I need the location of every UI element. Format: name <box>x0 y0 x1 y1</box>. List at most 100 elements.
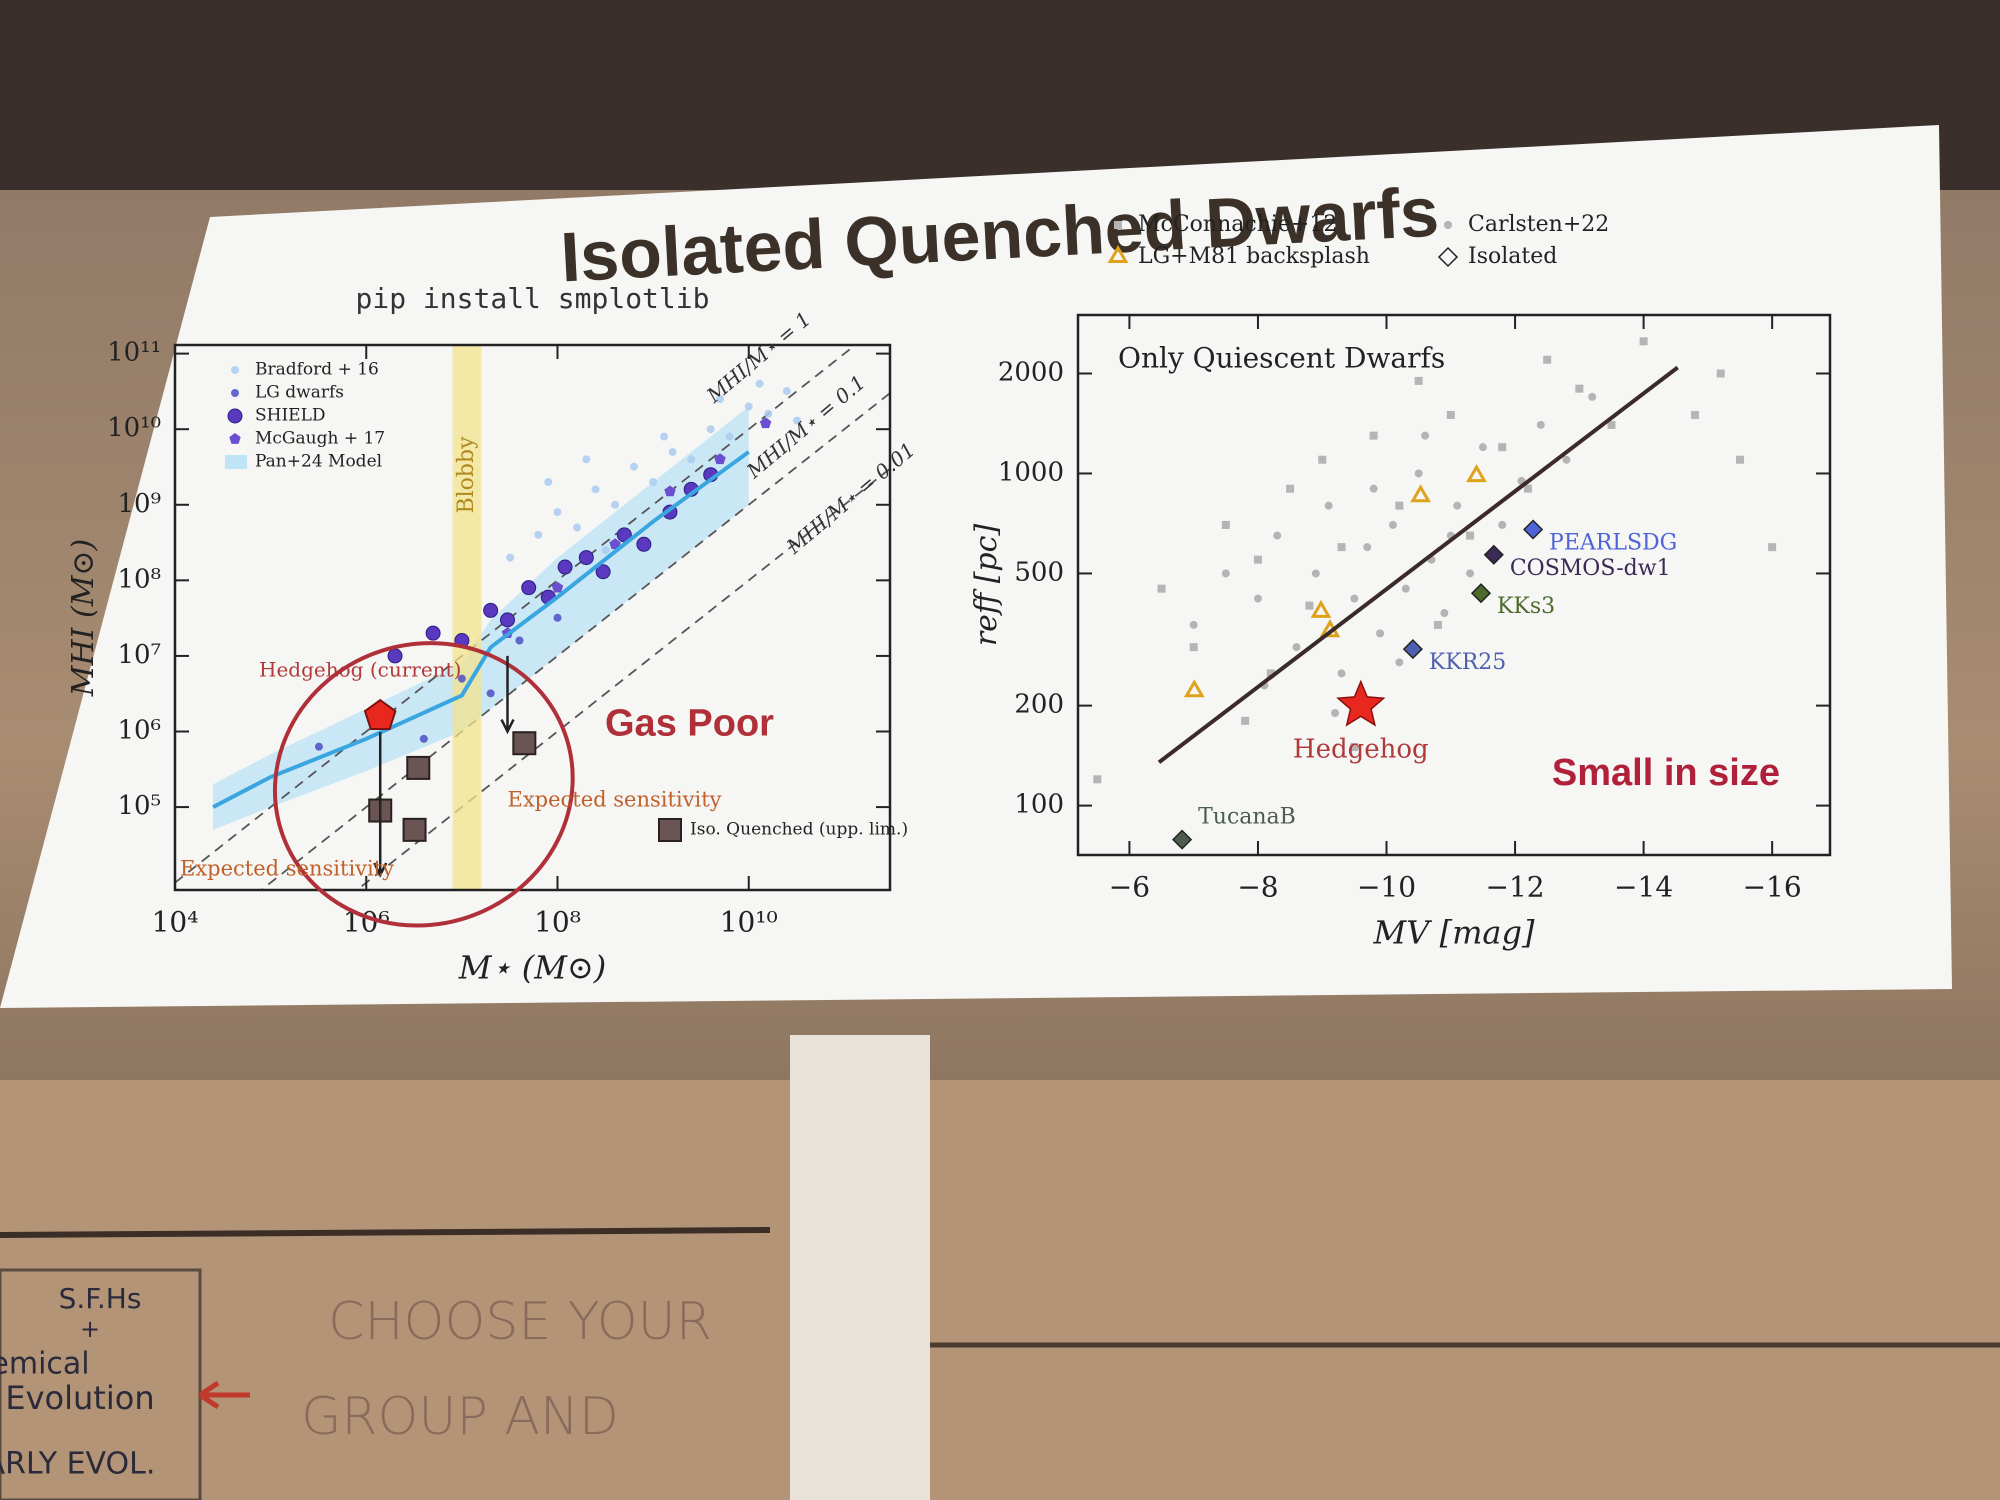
legend-label: McGaugh + 17 <box>255 429 385 449</box>
arrow <box>500 655 515 735</box>
point <box>1466 569 1475 578</box>
point <box>512 731 537 756</box>
point <box>582 455 591 464</box>
point <box>595 564 611 580</box>
annotation: Only Quiescent Dwarfs <box>1118 342 1445 375</box>
y-tick-label: 10⁵ <box>117 791 161 821</box>
point <box>1440 609 1449 618</box>
point <box>231 366 239 374</box>
point <box>1221 520 1230 529</box>
point <box>1395 501 1404 510</box>
point <box>229 433 241 444</box>
legend-label: LG dwarfs <box>255 383 344 403</box>
handwriting: ARLY EVOL. <box>0 1447 155 1482</box>
point <box>363 698 397 730</box>
annotation: Small in size <box>1552 752 1780 794</box>
x-tick-label: −12 <box>1486 871 1545 904</box>
point <box>1543 355 1552 364</box>
point <box>1337 669 1346 678</box>
point <box>1402 639 1423 660</box>
point <box>227 408 243 424</box>
point <box>1401 584 1410 593</box>
y-tick-label: 10⁷ <box>117 640 161 670</box>
point <box>1189 643 1198 652</box>
y-tick-label: 10¹¹ <box>107 338 161 368</box>
point <box>1410 484 1431 503</box>
point <box>457 674 466 683</box>
point <box>1253 555 1262 564</box>
point <box>636 536 652 552</box>
point-label: KKR25 <box>1429 650 1506 675</box>
point <box>1466 531 1475 540</box>
point-label: TucanaB <box>1198 805 1296 830</box>
point <box>1363 543 1372 552</box>
point <box>314 742 323 751</box>
point <box>419 734 428 743</box>
plot-area <box>1093 337 1777 850</box>
point <box>553 613 562 622</box>
point <box>1183 679 1205 698</box>
legend-label: McConnachie+12 <box>1138 212 1337 237</box>
handwriting: S.F.Hs <box>59 1282 142 1315</box>
x-tick-label: 10⁴ <box>152 906 199 939</box>
point <box>1523 484 1532 493</box>
point <box>1562 455 1571 464</box>
point <box>744 402 753 411</box>
point <box>715 395 724 404</box>
point <box>1446 410 1455 419</box>
axes-box <box>1076 313 1832 857</box>
legend-label: Bradford + 16 <box>255 360 379 380</box>
point <box>515 636 524 645</box>
point <box>534 530 543 539</box>
x-tick-label: 10⁸ <box>534 906 581 939</box>
point <box>553 508 562 517</box>
plot-area <box>175 345 890 890</box>
point <box>1324 501 1333 510</box>
handwriting: GROUP AND <box>301 1387 619 1447</box>
gas-poor-ellipse <box>272 641 575 928</box>
point <box>793 416 802 425</box>
point <box>591 485 600 494</box>
band <box>452 345 482 890</box>
y-tick-label: 200 <box>1014 690 1064 720</box>
point <box>551 581 564 593</box>
point <box>425 625 441 641</box>
point <box>578 550 594 566</box>
point <box>1498 520 1507 529</box>
point <box>609 538 621 550</box>
red-arrow <box>198 1380 250 1410</box>
handwriting: CHOOSE YOUR <box>328 1292 712 1352</box>
handwriting: emical <box>0 1347 90 1382</box>
point <box>1483 544 1504 565</box>
point <box>1498 443 1507 452</box>
pillar <box>790 1035 930 1500</box>
point <box>1253 594 1262 603</box>
board-box <box>0 1268 202 1500</box>
point <box>629 462 638 471</box>
legend-swatch <box>225 455 247 469</box>
legend-label: Isolated <box>1468 244 1557 269</box>
point <box>649 478 658 487</box>
point <box>1433 620 1442 629</box>
point <box>499 612 515 628</box>
point <box>1414 469 1423 478</box>
point <box>1421 431 1430 440</box>
point <box>1310 599 1332 618</box>
point <box>1588 392 1597 401</box>
x-tick-label: −8 <box>1237 871 1278 904</box>
y-tick-label: 10⁶ <box>117 716 161 746</box>
point <box>1093 775 1102 784</box>
legend-label: Iso. Quenched (upp. lim.) <box>690 820 908 840</box>
point <box>725 432 734 441</box>
point <box>1395 658 1404 667</box>
point <box>1736 455 1745 464</box>
x-tick-label: −16 <box>1743 871 1802 904</box>
point <box>782 387 791 396</box>
point <box>231 389 239 397</box>
point <box>1350 594 1359 603</box>
x-tick-label: −14 <box>1614 871 1673 904</box>
point <box>1241 716 1250 725</box>
x-tick-label: −6 <box>1109 871 1150 904</box>
y-tick-label: 1000 <box>998 457 1064 487</box>
